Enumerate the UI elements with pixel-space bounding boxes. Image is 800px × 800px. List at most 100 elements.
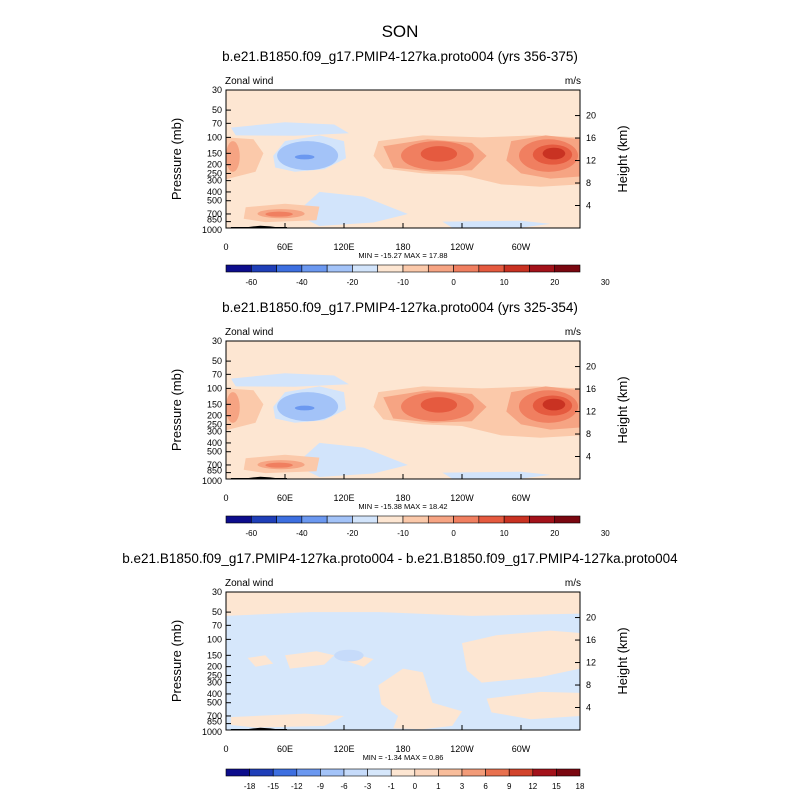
colorbar: -60 -40 -20 -10 0 10 20 30: [225, 264, 610, 287]
contour-region: [542, 147, 566, 160]
pressure-tick-label: 100: [207, 634, 222, 644]
height-tick-label: 12: [586, 407, 596, 417]
longitude-tick-label: 120W: [450, 242, 474, 252]
variable-label: Zonal wind: [225, 578, 273, 589]
longitude-tick-label: 180: [395, 493, 410, 503]
longitude-tick-label: 60E: [277, 493, 293, 503]
colorbar-swatch: [532, 768, 557, 777]
colorbar-label: 18: [576, 782, 585, 791]
pressure-tick-label: 70: [212, 620, 222, 630]
colorbar-label: 6: [483, 782, 488, 791]
contour-region: [334, 649, 364, 662]
colorbar-swatch: [390, 768, 416, 777]
longitude-tick-label: 0: [223, 493, 228, 503]
colorbar-swatch: [225, 768, 250, 777]
units-label: m/s: [565, 327, 581, 338]
min-max-label: MIN = -15.27 MAX = 17.88: [358, 251, 447, 260]
variable-label: Zonal wind: [225, 327, 273, 338]
min-max-label: MIN = -15.38 MAX = 18.42: [358, 502, 447, 511]
units-label: m/s: [565, 578, 581, 589]
pressure-tick-label: 50: [212, 105, 222, 115]
colorbar-label: 20: [550, 529, 559, 538]
colorbar-label: -10: [397, 529, 409, 538]
colorbar-label: 10: [500, 529, 509, 538]
pressure-tick-label: 1000: [202, 476, 222, 486]
longitude-tick-label: 120E: [333, 493, 354, 503]
contour-region: [442, 220, 551, 228]
colorbar-label: 0: [413, 782, 418, 791]
colorbar-label: 3: [460, 782, 465, 791]
pressure-tick-label: 200: [207, 160, 222, 170]
colorbar-swatch: [225, 515, 252, 524]
colorbar-label: -40: [296, 529, 308, 538]
pressure-tick-label: 50: [212, 356, 222, 366]
longitude-tick-label: 120W: [450, 744, 474, 754]
colorbar-label: -60: [246, 529, 258, 538]
pressure-tick-label: 250: [207, 168, 222, 178]
colorbar: -60 -40 -20 -10 0 10 20 30: [225, 515, 610, 538]
colorbar-swatch: [301, 515, 328, 524]
colorbar-label: 10: [500, 278, 509, 287]
colorbar-label: 30: [601, 278, 610, 287]
colorbar-label: -10: [397, 278, 409, 287]
height-axis: 20 16 12 8 4 Height (km): [575, 362, 630, 462]
pressure-tick-label: 850: [207, 717, 222, 727]
panel-title: b.e21.B1850.f09_g17.PMIP4-127ka.proto004…: [122, 551, 678, 566]
colorbar-swatch: [554, 264, 581, 273]
contour-region: [247, 655, 274, 667]
colorbar-label: -3: [364, 782, 372, 791]
panel-title: b.e21.B1850.f09_g17.PMIP4-127ka.proto004…: [222, 300, 578, 315]
pressure-tick-label: 400: [207, 187, 222, 197]
colorbar-label: 1: [436, 782, 441, 791]
height-tick-label: 16: [586, 635, 596, 645]
contour-region: [294, 191, 408, 226]
contour-region: [294, 442, 408, 477]
pressure-tick-label: 50: [212, 607, 222, 617]
longitude-tick-label: 0: [223, 242, 228, 252]
colorbar-label: -20: [347, 278, 359, 287]
units-label: m/s: [565, 76, 581, 87]
colorbar-swatch: [377, 264, 404, 273]
contour-region: [378, 668, 462, 730]
pressure-tick-label: 30: [212, 587, 222, 597]
main-title: SON: [382, 22, 419, 41]
pressure-tick-label: 300: [207, 427, 222, 437]
contour-region: [226, 592, 580, 616]
colorbar-swatch: [402, 264, 429, 273]
colorbar-swatch: [296, 768, 321, 777]
height-tick-label: 8: [586, 429, 591, 439]
pressure-tick-label: 100: [207, 132, 222, 142]
colorbar-label: 12: [528, 782, 537, 791]
colorbar-label: 0: [451, 278, 456, 287]
contour-field: [226, 341, 580, 479]
pressure-tick-label: 250: [207, 670, 222, 680]
colorbar-swatch: [326, 515, 353, 524]
pressure-tick-label: 850: [207, 215, 222, 225]
colorbar-label: -60: [246, 278, 258, 287]
longitude-tick-label: 180: [395, 744, 410, 754]
colorbar-swatch: [461, 768, 486, 777]
y-axis-right-label: Height (km): [615, 125, 630, 192]
colorbar-swatch: [478, 515, 505, 524]
colorbar-swatch: [427, 515, 454, 524]
panel-2: b.e21.B1850.f09_g17.PMIP4-127ka.proto004…: [169, 300, 630, 538]
contour-region: [226, 141, 240, 172]
colorbar-label: -18: [244, 782, 256, 791]
y-axis-label: Pressure (mb): [169, 369, 184, 451]
height-tick-label: 12: [586, 156, 596, 166]
colorbar-swatch: [453, 515, 480, 524]
colorbar-label: 0: [451, 529, 456, 538]
longitude-tick-label: 120E: [333, 744, 354, 754]
pressure-tick-label: 850: [207, 466, 222, 476]
colorbar-label: 30: [601, 529, 610, 538]
colorbar-swatch: [250, 515, 277, 524]
height-tick-label: 8: [586, 178, 591, 188]
colorbar-label: 20: [550, 278, 559, 287]
longitude-tick-label: 60W: [512, 242, 531, 252]
longitude-tick-label: 120E: [333, 242, 354, 252]
colorbar-label: -40: [296, 278, 308, 287]
longitude-tick-label: 60W: [512, 744, 531, 754]
colorbar-swatch: [326, 264, 353, 273]
